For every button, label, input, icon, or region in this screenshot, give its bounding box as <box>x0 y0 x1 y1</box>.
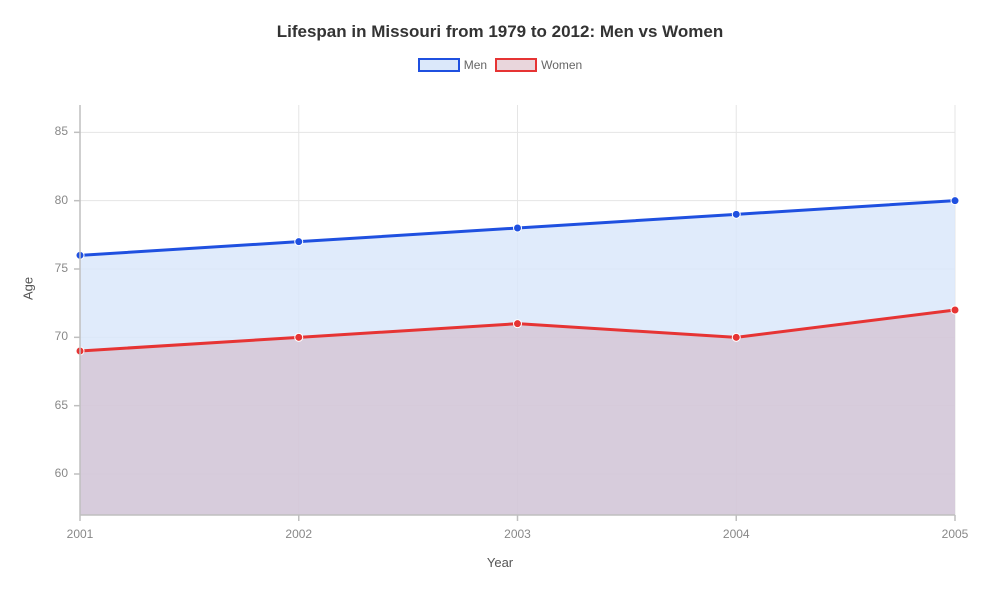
legend-item-men[interactable]: Men <box>418 58 487 72</box>
x-tick-label: 2004 <box>716 527 756 541</box>
y-tick-label: 65 <box>55 398 68 412</box>
x-tick-label: 2003 <box>498 527 538 541</box>
chart-container: Lifespan in Missouri from 1979 to 2012: … <box>0 0 1000 600</box>
y-tick-label: 70 <box>55 329 68 343</box>
chart-title: Lifespan in Missouri from 1979 to 2012: … <box>0 22 1000 42</box>
x-tick-label: 2005 <box>935 527 975 541</box>
legend-swatch-women <box>495 58 537 72</box>
y-tick-label: 85 <box>55 124 68 138</box>
legend-label-men: Men <box>464 58 487 72</box>
x-axis-label: Year <box>0 555 1000 570</box>
y-tick-label: 80 <box>55 193 68 207</box>
y-tick-label: 60 <box>55 466 68 480</box>
legend-item-women[interactable]: Women <box>495 58 582 72</box>
plot-area <box>80 105 955 515</box>
x-tick-label: 2002 <box>279 527 319 541</box>
legend-swatch-men <box>418 58 460 72</box>
legend: Men Women <box>0 58 1000 72</box>
legend-label-women: Women <box>541 58 582 72</box>
y-tick-label: 75 <box>55 261 68 275</box>
chart-svg <box>80 105 955 515</box>
x-tick-label: 2001 <box>60 527 100 541</box>
y-axis-label: Age <box>21 277 36 300</box>
